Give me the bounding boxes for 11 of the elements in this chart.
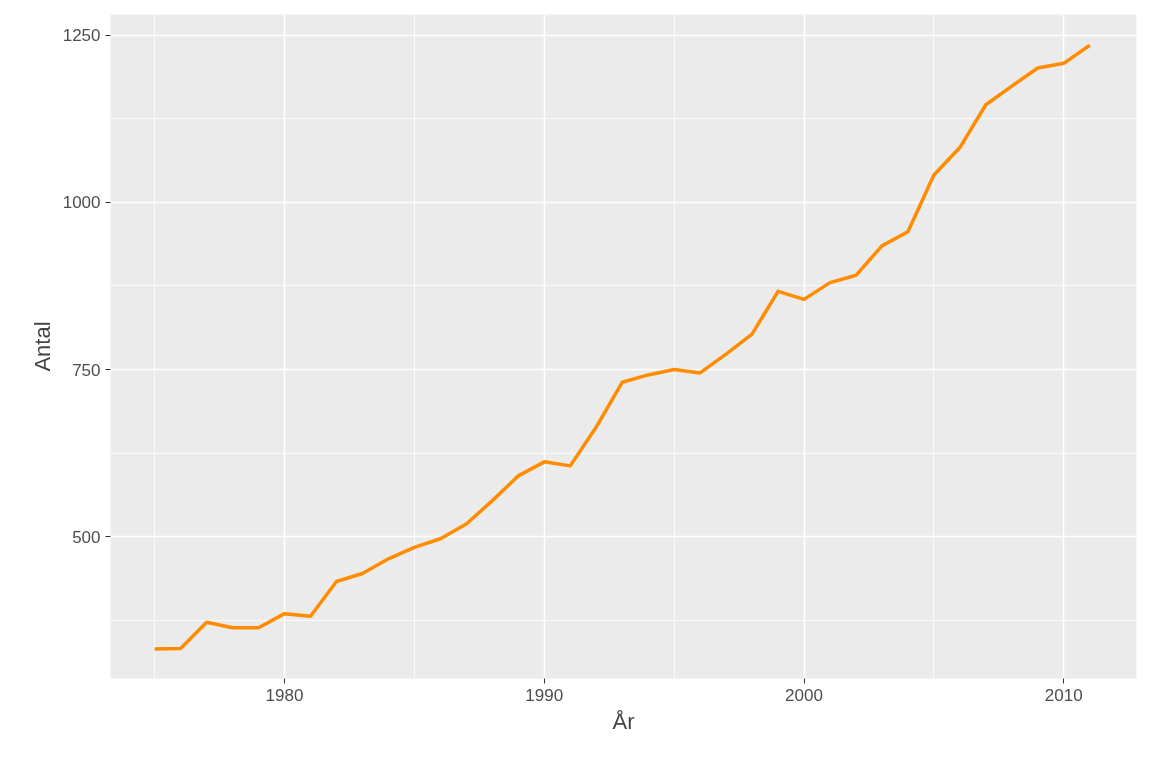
y-tick-label: 750: [72, 360, 101, 380]
x-axis-title: År: [612, 708, 635, 734]
y-tick-label: 1000: [62, 193, 101, 213]
x-tick-label: 1980: [265, 685, 304, 705]
y-axis-title: Antal: [29, 321, 55, 372]
y-tick-label: 1250: [62, 26, 101, 46]
line-series: [152, 43, 1092, 651]
y-tick-label: 500: [72, 527, 101, 547]
x-tick-label: 2000: [785, 685, 823, 705]
x-tick-label: 1990: [525, 685, 564, 705]
x-tick-label: 2010: [1044, 685, 1083, 705]
